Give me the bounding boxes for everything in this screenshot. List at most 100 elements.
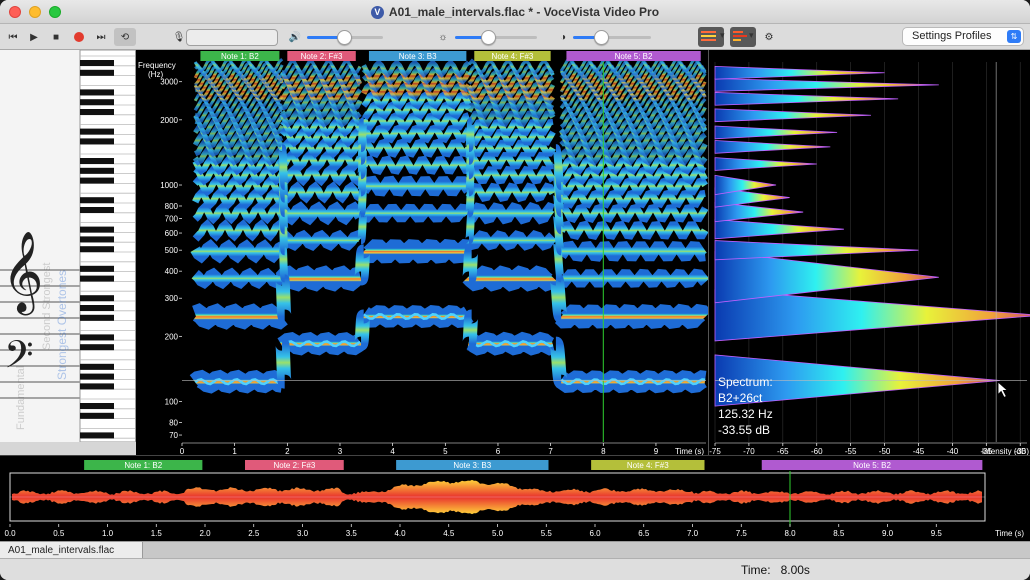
spectrum-peak [715,158,817,171]
black-key[interactable] [80,383,114,389]
black-key[interactable] [80,99,114,105]
waveform-time-tick-label: 5.5 [541,529,553,538]
spectrogram-panel[interactable]: Note 1: B2 Note 2: F#3 Note 3: B3 Note 4: F… [136,50,708,455]
piano-overlay-text: Fundamental [15,366,27,430]
volume-button[interactable]: 🔊 [286,28,304,46]
contrast-button[interactable]: ◑ [554,28,572,46]
black-key[interactable] [80,334,114,340]
waveform-note-tag-label: Note 4: F#3 [627,461,669,470]
intensity-tick-label: -55 [845,447,857,455]
settings-button[interactable]: ⚙ [760,28,778,46]
waveform-time-tick-label: 6.0 [589,529,601,538]
spectrum-mode-caret-icon[interactable]: ▾ [749,30,754,41]
glide-band [556,344,561,382]
time-tick-label: 9 [654,447,659,455]
intensity-tick-label: -45 [913,447,925,455]
glide-band [469,316,472,343]
harmonic-band [469,155,553,166]
frequency-tick-label: 3000 [160,78,178,87]
black-key[interactable] [80,374,114,380]
black-key[interactable] [80,236,114,242]
waveform-chart[interactable]: Note 1: B2 Note 2: F#3 Note 3: B3 Note 4: F… [0,456,1030,542]
frequency-tick-label: 80 [169,418,178,427]
record-button[interactable] [70,28,88,46]
waveform-time-tick-label: 0.0 [4,529,16,538]
black-key[interactable] [80,276,114,282]
brightness-icon: ☼ [438,32,447,43]
settings-profiles-select[interactable]: Settings Profiles ⇅ [902,27,1024,46]
black-key[interactable] [80,109,114,115]
status-time-label: Time: [741,563,771,577]
black-key[interactable] [80,344,114,350]
file-tab-bar: A01_male_intervals.flac [0,541,1030,558]
piano-overlay-text: Strongest Overtones [55,270,69,380]
black-key[interactable] [80,227,114,233]
spectrogram-mode-caret-icon[interactable]: ▾ [720,30,725,41]
harmonic-band [195,246,282,256]
spectrum-panel[interactable]: -75 -70 -65 -60 -55 -50 -45 -40 -35 -30 Intensity … [708,50,1030,455]
file-tab[interactable]: A01_male_intervals.flac [0,542,143,559]
harmonic-band [561,313,705,319]
glide-band [282,344,285,382]
harmonic-band [364,182,469,191]
black-key[interactable] [80,178,114,184]
note-tag-label: Note 4: F#3 [492,52,534,61]
black-key[interactable] [80,403,114,409]
black-key[interactable] [80,158,114,164]
settings-profiles-label: Settings Profiles [912,30,991,42]
black-key[interactable] [80,138,114,144]
black-key[interactable] [80,266,114,272]
black-key[interactable] [80,129,114,135]
black-key[interactable] [80,89,114,95]
skip-forward-button[interactable]: ⏭ [92,28,110,46]
piano-white-keys[interactable] [80,50,136,442]
glide-band [282,278,285,316]
loop-button[interactable]: ⟲ [114,28,136,46]
spectrum-peak [715,220,844,239]
harmonic-band [282,186,360,198]
skip-back-button[interactable]: ⏮ [4,28,22,46]
contrast-icon: ◑ [560,32,566,43]
harmonic-band [469,61,553,73]
intensity-tick-label: -65 [777,447,789,455]
black-key[interactable] [80,413,114,419]
intensity-tick-label: -75 [709,447,721,455]
black-key[interactable] [80,364,114,370]
harmonic-band [364,128,469,140]
spectrum-readout: Spectrum: B2+26ct 125.32 Hz -33.55 dB [718,374,773,438]
black-key[interactable] [80,432,114,438]
chevron-updown-icon: ⇅ [1007,30,1021,43]
spectrogram-chart[interactable]: Note 1: B2 Note 2: F#3 Note 3: B3 Note 4: F… [136,50,708,455]
glide-band [361,121,364,148]
time-tick-label: 1 [232,447,237,455]
frequency-tick-label: 200 [165,332,179,341]
play-button[interactable]: ▶ [25,28,43,46]
intensity-tick-label: -40 [947,447,959,455]
waveform-panel[interactable]: Note 1: B2 Note 2: F#3 Note 3: B3 Note 4: F… [0,455,1030,541]
black-key[interactable] [80,207,114,213]
spectrum-peak [715,252,939,303]
app-logo-icon: V [371,6,384,19]
frequency-tick-label: 700 [165,215,179,224]
harmonic-band [469,209,553,219]
time-tick-label: 4 [390,447,395,455]
black-key[interactable] [80,295,114,301]
input-device-field[interactable] [186,29,278,46]
black-key[interactable] [80,168,114,174]
black-key[interactable] [80,60,114,66]
brightness-button[interactable]: ☼ [434,28,452,46]
black-key[interactable] [80,305,114,311]
harmonic-band [195,207,282,219]
waveform-note-tag-label: Note 1: B2 [124,461,162,470]
black-key[interactable] [80,246,114,252]
waveform-time-tick-label: 2.0 [199,529,211,538]
stop-button[interactable]: ■ [47,28,65,46]
intensity-axis-label: Intensity (dB) [982,447,1029,455]
waveform-time-tick-label: 7.5 [736,529,748,538]
black-key[interactable] [80,70,114,76]
black-key[interactable] [80,315,114,321]
frequency-tick-label: 100 [165,397,179,406]
frequency-tick-label: 400 [165,267,179,276]
black-key[interactable] [80,197,114,203]
